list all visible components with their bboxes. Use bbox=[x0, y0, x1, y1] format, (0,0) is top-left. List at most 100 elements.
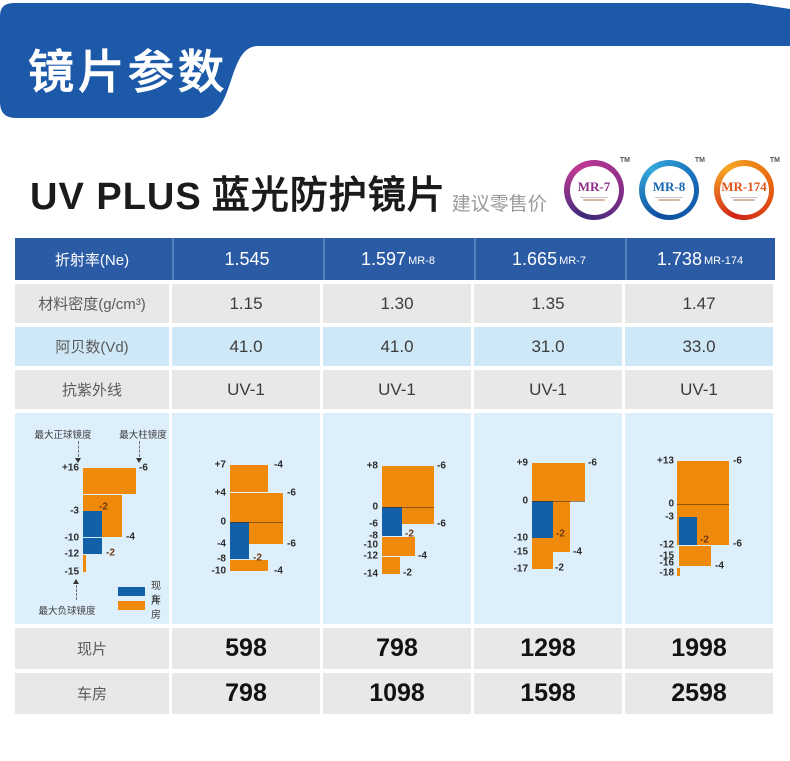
axis-tick-label: -10 bbox=[64, 532, 79, 544]
axis-tick-label: -3 bbox=[70, 505, 79, 517]
axis-tick-label: 0 bbox=[522, 495, 528, 507]
axis-tick-label: -16 bbox=[659, 557, 674, 569]
power-range-chart-panel: +16 -3 -10 -12 -15 -6 -2 -4 -2 最大正球镜度 最大柱镜度 最大负球镜度 现… bbox=[15, 413, 169, 624]
badge-ring: MR-7 bbox=[564, 160, 624, 220]
spec-row-label: 阿贝数(Vd) bbox=[15, 327, 169, 366]
lab-range-bar bbox=[532, 463, 585, 501]
lab-range-bar bbox=[532, 552, 553, 569]
price-row-label: 现片 bbox=[15, 628, 169, 669]
cylinder-value-label: -6 bbox=[588, 457, 597, 469]
spec-row-label: 折射率(Ne) bbox=[54, 251, 130, 269]
certification-badge: MR-8 TM bbox=[639, 157, 705, 222]
axis-tick-label: -10 bbox=[363, 539, 378, 551]
cylinder-value-label: -4 bbox=[126, 531, 135, 543]
cylinder-value-label: -4 bbox=[418, 550, 427, 562]
badge-label: MR-8 bbox=[652, 178, 686, 194]
axis-tick-label: -8 bbox=[369, 530, 378, 542]
badge-label: MR-174 bbox=[721, 178, 767, 194]
product-title-zh: 蓝光防护镜片 bbox=[211, 174, 446, 217]
certification-badge: MR-174 TM bbox=[714, 157, 780, 222]
axis-tick-label: -8 bbox=[217, 553, 226, 565]
annotation-max-minus-sphere: 最大负球镜度 bbox=[38, 606, 96, 617]
page-title: 镜片参数 bbox=[28, 46, 228, 98]
lab-range-bar bbox=[679, 546, 711, 566]
cylinder-value-label: -2 bbox=[556, 528, 565, 540]
price-row-label: 车房 bbox=[15, 673, 169, 714]
legend-swatch-lab bbox=[118, 601, 145, 610]
trademark-symbol: TM bbox=[694, 157, 705, 164]
axis-tick-label: +16 bbox=[62, 462, 79, 474]
spec-value-cell: UV-1 bbox=[625, 370, 773, 409]
badge-ring: MR-8 bbox=[639, 160, 699, 220]
axis-tick-label: -12 bbox=[64, 548, 79, 560]
cylinder-value-label: -6 bbox=[437, 460, 446, 472]
spec-row: 材料密度(g/cm³) 1.15 1.30 1.35 1.47 bbox=[15, 284, 775, 323]
axis-tick-label: -17 bbox=[513, 563, 528, 575]
trademark-symbol: TM bbox=[769, 157, 780, 164]
arrow-down-icon bbox=[75, 458, 81, 463]
cylinder-value-label: -6 bbox=[139, 462, 148, 474]
lab-range-bar bbox=[677, 568, 680, 576]
spec-value-cell: 1.665 MR-7 bbox=[474, 238, 622, 280]
spec-value-cell: 33.0 bbox=[625, 327, 773, 366]
stock-range-bar bbox=[679, 517, 697, 545]
spec-value-cell: 41.0 bbox=[323, 327, 471, 366]
badge-fineprint bbox=[579, 196, 609, 202]
badge-label: MR-7 bbox=[577, 178, 611, 194]
price-value-cell: 1298 bbox=[474, 628, 622, 669]
stock-range-bar bbox=[83, 511, 102, 537]
spec-row-label: 材料密度(g/cm³) bbox=[15, 284, 169, 323]
trademark-symbol: TM bbox=[619, 157, 630, 164]
spec-value-cell: 1.30 bbox=[323, 284, 471, 323]
axis-tick-label: -6 bbox=[369, 518, 378, 530]
cylinder-value-label: -2 bbox=[106, 547, 115, 559]
product-title: UV PLUS 蓝光防护镜片 建议零售价 bbox=[30, 164, 547, 219]
cylinder-value-label: -6 bbox=[287, 487, 296, 499]
certification-badge: MR-7 TM bbox=[564, 157, 630, 222]
spec-value-cell: 1.738 MR-174 bbox=[625, 238, 773, 280]
cylinder-value-label: -4 bbox=[715, 560, 724, 572]
price-row: 现片 598 798 1298 1998 bbox=[15, 628, 775, 669]
price-value-cell: 1998 bbox=[625, 628, 773, 669]
spec-value-cell: UV-1 bbox=[474, 370, 622, 409]
axis-tick-label: -14 bbox=[363, 568, 378, 580]
cylinder-value-label: -4 bbox=[274, 459, 283, 471]
axis-tick-label: -15 bbox=[64, 566, 79, 578]
lab-range-bar bbox=[230, 465, 268, 492]
axis-tick-label: 0 bbox=[668, 498, 674, 510]
stock-range-bar bbox=[230, 522, 249, 559]
axis-tick-label: -4 bbox=[217, 538, 226, 550]
axis-tick-label: -15 bbox=[659, 550, 674, 562]
zero-line bbox=[677, 504, 729, 505]
price-value-cell: 798 bbox=[172, 673, 320, 714]
spec-row: 抗紫外线 UV-1 UV-1 UV-1 UV-1 bbox=[15, 370, 775, 409]
axis-tick-label: +7 bbox=[214, 459, 226, 471]
spec-row: 折射率(Ne) 1.545 1.597 MR-8 1.665 MR-7 1.738 MR-17… bbox=[15, 238, 775, 280]
price-value-cell: 1098 bbox=[323, 673, 471, 714]
axis-tick-label: 0 bbox=[372, 501, 378, 513]
axis-tick-label: -12 bbox=[363, 550, 378, 562]
power-range-charts: +16 -3 -10 -12 -15 -6 -2 -4 -2 最大正球镜度 最大柱镜度 最大负球镜度现… bbox=[15, 413, 775, 624]
cylinder-value-label: -2 bbox=[405, 528, 414, 540]
price-row: 车房 798 1098 1598 2598 bbox=[15, 673, 775, 714]
legend-label-lab: 车房 bbox=[151, 594, 161, 621]
spec-value-cell: UV-1 bbox=[172, 370, 320, 409]
badge-ring: MR-174 bbox=[714, 160, 774, 220]
cylinder-value-label: -6 bbox=[437, 518, 446, 530]
separator-line bbox=[83, 537, 102, 538]
spec-value-cell: 1.15 bbox=[172, 284, 320, 323]
cylinder-value-label: -6 bbox=[733, 455, 742, 467]
product-title-en: UV PLUS bbox=[30, 175, 202, 218]
axis-tick-label: -15 bbox=[513, 546, 528, 558]
lab-range-bar bbox=[382, 557, 400, 574]
axis-tick-label: -12 bbox=[659, 539, 674, 551]
cylinder-value-label: -2 bbox=[403, 567, 412, 579]
power-range-chart-panel: +9 0 -10 -15 -17 -6 -2 -4 -2 bbox=[474, 413, 622, 624]
lab-range-bar bbox=[83, 468, 136, 494]
cylinder-value-label: -6 bbox=[733, 538, 742, 550]
axis-tick-label: 0 bbox=[220, 516, 226, 528]
spec-row-label: 抗紫外线 bbox=[15, 370, 169, 409]
annotation-max-plus-sphere: 最大正球镜度 bbox=[34, 430, 92, 441]
spec-value-cell: 31.0 bbox=[474, 327, 622, 366]
badge-fineprint bbox=[654, 196, 684, 202]
